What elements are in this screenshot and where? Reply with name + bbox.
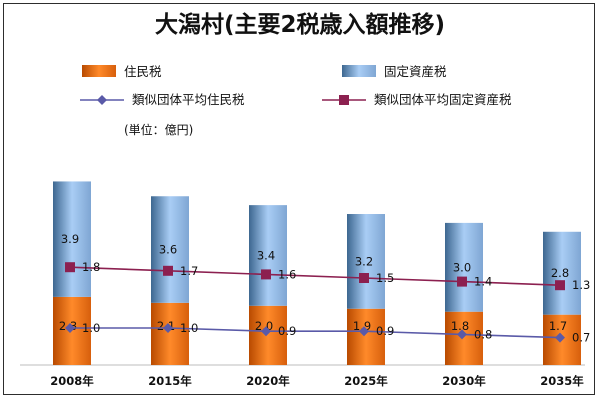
x-tick-label: 2015年 — [148, 374, 192, 388]
data-label-resident-avg: 0.7 — [572, 331, 590, 345]
legend-swatch-property-tax — [342, 65, 376, 77]
bar-resident-tax — [347, 308, 385, 365]
legend-diamond-marker — [97, 95, 107, 105]
legend: 住民税 固定資産税 類似団体平均住民税 類似団体平均固定資産税 — [80, 64, 512, 107]
bar-property-tax — [53, 181, 91, 297]
bar-resident-tax — [445, 311, 483, 365]
marker-resident-avg — [65, 323, 75, 333]
data-label-resident-tax: 1.7 — [549, 319, 567, 333]
data-label-resident-avg: 1.0 — [180, 321, 198, 335]
data-label-resident-avg: 0.9 — [376, 324, 394, 338]
marker-resident-avg — [359, 326, 369, 337]
data-label-property-tax: 3.4 — [257, 248, 275, 262]
data-label-property-tax: 3.0 — [453, 260, 471, 274]
data-label-property-tax: 3.2 — [355, 254, 373, 268]
legend-label-resident-tax: 住民税 — [124, 64, 162, 79]
marker-resident-avg — [163, 323, 173, 333]
data-label-property-avg: 1.8 — [82, 260, 100, 274]
data-label-resident-avg: 0.8 — [474, 327, 492, 341]
data-label-property-tax: 3.6 — [159, 243, 177, 257]
marker-resident-avg — [457, 329, 467, 340]
unit-label: (単位：億円) — [124, 122, 193, 137]
marker-property-avg — [65, 262, 75, 273]
marker-property-avg — [555, 280, 565, 291]
legend-label-property-tax: 固定資産税 — [384, 64, 447, 79]
marker-property-avg — [163, 265, 173, 276]
data-label-resident-avg: 0.9 — [278, 324, 296, 338]
line-property-avg — [69, 266, 561, 286]
marker-property-avg — [457, 276, 467, 287]
data-label-property-avg: 1.5 — [376, 271, 394, 285]
bar-labels-layer: 3.92.33.62.13.42.03.21.93.01.82.81.7 — [59, 232, 569, 333]
legend-swatch-resident-tax — [82, 65, 116, 77]
bars-layer — [53, 181, 581, 365]
data-label-property-tax: 2.8 — [551, 266, 569, 280]
x-tick-label: 2020年 — [246, 374, 290, 388]
data-label-property-avg: 1.3 — [572, 278, 590, 292]
data-label-property-avg: 1.7 — [180, 264, 198, 278]
data-label-resident-avg: 1.0 — [82, 321, 100, 335]
lines-layer: 1.8 1.7 1.6 1.5 1.4 1.3 1.0 1.0 0.9 0.9 0.8 0.7 — [65, 260, 590, 345]
bar-property-tax — [543, 231, 581, 315]
bar-property-tax — [151, 196, 189, 303]
data-label-resident-tax: 1.8 — [451, 319, 469, 333]
marker-resident-avg — [261, 326, 271, 337]
bar-resident-tax — [249, 305, 287, 365]
x-axis-ticks: 2008年 2015年 2020年 2025年 2030年 2035年 — [50, 374, 584, 388]
x-tick-label: 2030年 — [442, 374, 486, 388]
line-resident-avg — [70, 327, 561, 339]
legend-label-resident-avg: 類似団体平均住民税 — [132, 92, 245, 107]
legend-square-marker — [339, 95, 349, 105]
bar-resident-tax — [151, 302, 189, 365]
data-label-property-avg: 1.4 — [474, 275, 492, 289]
x-tick-label: 2008年 — [50, 374, 94, 388]
x-tick-label: 2025年 — [344, 374, 388, 388]
marker-resident-avg — [555, 332, 565, 343]
marker-property-avg — [359, 273, 369, 283]
x-tick-label: 2035年 — [540, 374, 584, 388]
data-label-property-avg: 1.6 — [278, 267, 296, 281]
legend-label-property-avg: 類似団体平均固定資産税 — [374, 92, 512, 107]
bar-property-tax — [445, 222, 483, 312]
bar-property-tax — [249, 205, 287, 306]
marker-property-avg — [261, 269, 271, 280]
bar-property-tax — [347, 214, 385, 309]
data-label-property-tax: 3.9 — [61, 232, 79, 246]
chart-title: 大潟村(主要2税歳入額推移) — [155, 11, 445, 38]
